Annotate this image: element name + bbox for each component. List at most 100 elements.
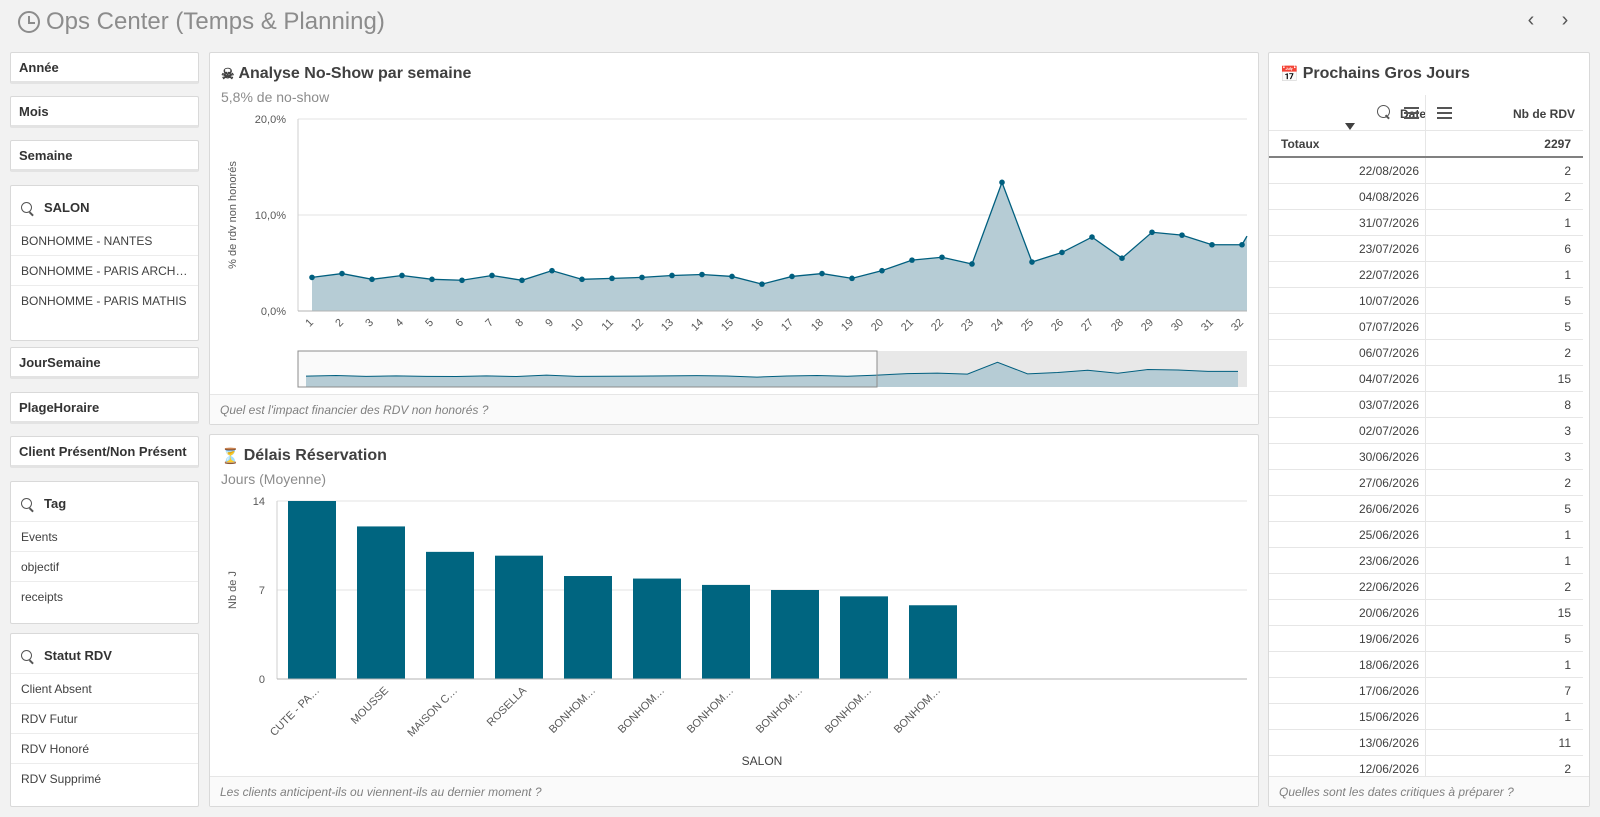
noshow-panel: ☠ Analyse No-Show par semaine 5,8% de no… xyxy=(209,52,1259,425)
search-icon xyxy=(21,650,32,661)
clock-icon xyxy=(18,11,40,33)
data-point xyxy=(429,276,435,283)
search-icon[interactable] xyxy=(1377,105,1390,118)
noshow-subtitle: 5,8% de no-show xyxy=(221,89,330,105)
x-tick-label: 9 xyxy=(543,317,556,330)
table-row[interactable]: 06/07/2026 2 xyxy=(1269,340,1583,366)
table-row[interactable]: 07/07/2026 5 xyxy=(1269,314,1583,340)
filter-salon-item[interactable]: BONHOMME - PARIS ARCH… xyxy=(11,255,198,285)
column-menu-icon[interactable] xyxy=(1437,107,1452,119)
filter-statut-item[interactable]: RDV Supprimé xyxy=(11,763,198,793)
table-row[interactable]: 03/07/2026 8 xyxy=(1269,392,1583,418)
bar[interactable] xyxy=(288,501,336,679)
column-header-nb[interactable]: Nb de RDV xyxy=(1512,107,1575,121)
table-row[interactable]: 23/06/2026 1 xyxy=(1269,548,1583,574)
x-tick-label: 21 xyxy=(899,317,916,334)
cell-date: 06/07/2026 xyxy=(1269,340,1426,365)
filter-salon-header[interactable]: SALON xyxy=(11,186,198,225)
navigator-line xyxy=(305,361,1238,378)
sort-desc-icon[interactable] xyxy=(1345,123,1355,130)
table-row[interactable]: 23/07/2026 6 xyxy=(1269,236,1583,262)
bar[interactable] xyxy=(702,584,750,679)
table-row[interactable]: 20/06/2026 15 xyxy=(1269,600,1583,626)
filter-statut-item[interactable]: RDV Futur xyxy=(11,703,198,733)
data-point xyxy=(369,276,375,283)
table-row[interactable]: 04/08/2026 2 xyxy=(1269,184,1583,210)
table-row[interactable]: 02/07/2026 3 xyxy=(1269,418,1583,444)
filter-tag-item[interactable]: Events xyxy=(11,521,198,551)
data-point xyxy=(849,275,855,282)
y-tick-label: 20,0% xyxy=(255,114,286,126)
x-tick-label: 29 xyxy=(1139,317,1156,334)
filter-statut-item[interactable]: RDV Honoré xyxy=(11,733,198,763)
filter-semaine[interactable]: Semaine xyxy=(10,140,199,172)
filter-statut-header[interactable]: Statut RDV xyxy=(11,634,198,673)
data-point xyxy=(999,179,1005,186)
table-row[interactable]: 13/06/2026 11 xyxy=(1269,730,1583,756)
bar[interactable] xyxy=(909,605,957,679)
next-sheet-button[interactable]: › xyxy=(1561,9,1569,31)
cell-nb-rdv: 2 xyxy=(1564,476,1571,490)
filter-salon-item[interactable]: BONHOMME - PARIS MATHIS xyxy=(11,285,198,315)
table-row[interactable]: 30/06/2026 3 xyxy=(1269,444,1583,470)
x-tick-label: 16 xyxy=(749,317,766,334)
hourglass-icon: ⏳ xyxy=(221,448,240,465)
table-row[interactable]: 22/08/2026 2 xyxy=(1269,158,1583,184)
cell-nb-rdv: 2 xyxy=(1564,580,1571,594)
bar[interactable] xyxy=(357,526,405,679)
filter-tag-item[interactable]: receipts xyxy=(11,581,198,611)
previous-sheet-button[interactable]: ‹ xyxy=(1527,9,1535,31)
table-row[interactable]: 25/06/2026 1 xyxy=(1269,522,1583,548)
filter-statut-rdv[interactable]: Statut RDV Client Absent RDV Futur RDV H… xyxy=(10,633,199,807)
x-tick-label: BONHOM… xyxy=(892,685,943,736)
data-point xyxy=(399,272,405,279)
cell-date: 19/06/2026 xyxy=(1269,626,1426,651)
cell-nb-rdv: 5 xyxy=(1564,632,1571,646)
navigator-selection[interactable] xyxy=(297,350,878,388)
table-row[interactable]: 15/06/2026 1 xyxy=(1269,704,1583,730)
table-row[interactable]: 10/07/2026 5 xyxy=(1269,288,1583,314)
bar[interactable] xyxy=(840,596,888,679)
bar[interactable] xyxy=(564,576,612,679)
cell-nb-rdv: 5 xyxy=(1564,502,1571,516)
cell-nb-rdv: 8 xyxy=(1564,398,1571,412)
x-tick-label: 5 xyxy=(423,317,436,330)
delais-chart[interactable]: 0 7 14 Nb de J CUTE - PA… MOUSSE MAISON C… ROSE… xyxy=(210,483,1258,773)
table-row[interactable]: 18/06/2026 1 xyxy=(1269,652,1583,678)
filter-mois[interactable]: Mois xyxy=(10,96,199,128)
table-row[interactable]: 22/07/2026 1 xyxy=(1269,262,1583,288)
filter-salon-item[interactable]: BONHOMME - NANTES xyxy=(11,225,198,255)
cell-date: 26/06/2026 xyxy=(1269,496,1426,521)
filter-tag-item[interactable]: objectif xyxy=(11,551,198,581)
table-row[interactable]: 04/07/2026 15 xyxy=(1269,366,1583,392)
data-point xyxy=(339,270,345,277)
data-point xyxy=(1089,234,1095,240)
filter-plage-horaire[interactable]: PlageHoraire xyxy=(10,392,199,424)
table-row[interactable]: 22/06/2026 2 xyxy=(1269,574,1583,600)
table-row[interactable]: 19/06/2026 5 xyxy=(1269,626,1583,652)
filter-salon[interactable]: SALON BONHOMME - NANTES BONHOMME - PARIS… xyxy=(10,185,199,341)
bar[interactable] xyxy=(771,590,819,679)
gros-jours-table[interactable]: Date Nb de RDV Totaux 2297 22/08/2026 2 04… xyxy=(1269,95,1583,793)
gros-jours-panel: 📅 Prochains Gros Jours Date Nb de RDV To… xyxy=(1268,52,1590,807)
bar[interactable] xyxy=(633,578,681,679)
filter-tag[interactable]: Tag Events objectif receipts xyxy=(10,481,199,624)
table-row[interactable]: 17/06/2026 7 xyxy=(1269,678,1583,704)
data-point xyxy=(699,271,705,278)
filter-statut-item[interactable]: Client Absent xyxy=(11,673,198,703)
cell-nb-rdv: 1 xyxy=(1564,216,1571,230)
cell-nb-rdv: 11 xyxy=(1558,736,1571,750)
filter-jour-semaine[interactable]: JourSemaine xyxy=(10,347,199,379)
column-menu-icon[interactable] xyxy=(1404,107,1419,119)
filter-client-present[interactable]: Client Présent/Non Présent xyxy=(10,436,199,468)
x-tick-label: 31 xyxy=(1199,317,1216,334)
bar[interactable] xyxy=(426,551,474,679)
table-row[interactable]: 31/07/2026 1 xyxy=(1269,210,1583,236)
table-row[interactable]: 27/06/2026 2 xyxy=(1269,470,1583,496)
filter-annee[interactable]: Année xyxy=(10,52,199,84)
bar[interactable] xyxy=(495,555,543,679)
filter-tag-header[interactable]: Tag xyxy=(11,482,198,521)
table-row[interactable]: 26/06/2026 5 xyxy=(1269,496,1583,522)
data-point xyxy=(909,257,915,263)
